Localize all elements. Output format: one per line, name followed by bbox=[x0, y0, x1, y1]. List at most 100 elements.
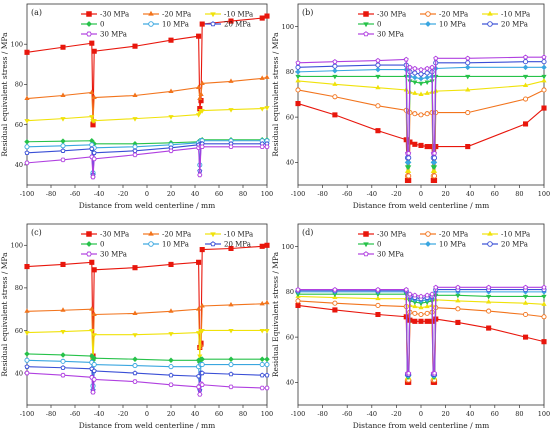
data-point bbox=[228, 356, 234, 362]
data-point bbox=[259, 362, 265, 368]
legend: -30 MPa -20 MPa -10 MPa 0 10 MPa 20 MPa 30 MPa bbox=[358, 11, 530, 39]
data-point bbox=[523, 284, 529, 290]
data-point bbox=[91, 377, 97, 382]
legend-label: 10 MPa bbox=[439, 241, 466, 249]
data-point bbox=[412, 111, 418, 117]
data-point bbox=[89, 89, 95, 94]
legend-marker bbox=[210, 232, 216, 238]
panel-label: (d) bbox=[302, 228, 313, 237]
data-point bbox=[523, 121, 529, 127]
series bbox=[24, 144, 270, 180]
data-point bbox=[295, 64, 301, 70]
legend-marker bbox=[148, 230, 154, 236]
data-point bbox=[132, 152, 138, 158]
y-tick-label: 40 bbox=[15, 369, 23, 377]
series-line bbox=[298, 75, 544, 168]
series bbox=[295, 74, 547, 170]
x-tick-label: 80 bbox=[239, 410, 247, 418]
data-point bbox=[60, 44, 66, 50]
legend-marker bbox=[363, 231, 369, 237]
data-point bbox=[89, 328, 95, 334]
x-tick-label: -40 bbox=[367, 410, 377, 418]
data-point bbox=[197, 95, 203, 101]
series-line bbox=[297, 89, 545, 177]
data-point bbox=[455, 297, 461, 303]
x-tick-label: 80 bbox=[515, 190, 523, 198]
data-point bbox=[228, 371, 234, 377]
data-point bbox=[418, 318, 424, 324]
legend-marker bbox=[425, 21, 431, 27]
series-line bbox=[26, 146, 267, 177]
data-point bbox=[24, 119, 30, 124]
legend-marker bbox=[148, 21, 154, 27]
x-tick-label: 40 bbox=[191, 410, 199, 418]
data-point bbox=[197, 392, 203, 397]
y-tick-label: 60 bbox=[286, 113, 294, 121]
legend-item: -30 MPa bbox=[81, 231, 129, 239]
data-point bbox=[465, 86, 471, 92]
data-point bbox=[412, 74, 418, 81]
data-point bbox=[90, 174, 96, 180]
series bbox=[24, 106, 270, 124]
legend-marker bbox=[86, 251, 92, 257]
data-point bbox=[91, 368, 97, 374]
data-point bbox=[332, 94, 338, 100]
legend-item: 20 MPa bbox=[482, 241, 528, 249]
data-point bbox=[168, 364, 174, 370]
data-point bbox=[433, 55, 439, 61]
series-line bbox=[297, 300, 545, 381]
data-point bbox=[406, 177, 412, 184]
series bbox=[295, 284, 547, 376]
data-point bbox=[24, 331, 30, 336]
legend-item: -20 MPa bbox=[420, 11, 468, 19]
data-point bbox=[522, 64, 529, 71]
data-point bbox=[132, 265, 138, 271]
series-line bbox=[297, 304, 545, 383]
data-point bbox=[424, 90, 430, 95]
y-axis-label: Residual equivalent stress / MPa bbox=[271, 32, 280, 157]
legend-label: -10 MPa bbox=[224, 231, 253, 239]
data-point bbox=[132, 379, 138, 384]
data-point bbox=[168, 382, 174, 388]
legend-label: 30 MPa bbox=[100, 251, 127, 259]
data-point bbox=[412, 90, 418, 95]
data-point bbox=[541, 294, 547, 300]
data-point bbox=[424, 318, 430, 324]
data-point bbox=[432, 370, 438, 376]
data-point bbox=[541, 339, 547, 345]
data-point bbox=[406, 155, 412, 161]
legend-label: 30 MPa bbox=[377, 31, 404, 39]
data-point bbox=[199, 362, 205, 368]
data-point bbox=[431, 177, 438, 184]
data-point bbox=[332, 300, 338, 306]
legend-item: 10 MPa bbox=[420, 241, 466, 249]
legend: -30 MPa -20 MPa -10 MPa 0 10 MPa 20 MPa 30 MPa bbox=[358, 231, 530, 259]
x-tick-label: 60 bbox=[491, 190, 499, 198]
data-point bbox=[60, 330, 66, 335]
data-point bbox=[89, 306, 95, 311]
data-point bbox=[91, 311, 97, 316]
y-tick-label: 100 bbox=[11, 242, 23, 250]
legend-label: 20 MPa bbox=[501, 241, 528, 249]
data-point bbox=[168, 308, 174, 313]
legend-label: -30 MPa bbox=[100, 231, 129, 239]
data-point bbox=[431, 173, 438, 179]
legend-marker bbox=[487, 241, 493, 247]
legend-label: -30 MPa bbox=[377, 231, 406, 239]
series bbox=[24, 328, 270, 364]
x-tick-label: -20 bbox=[118, 410, 128, 418]
data-point bbox=[424, 80, 430, 86]
data-point bbox=[60, 352, 66, 358]
data-point bbox=[60, 92, 66, 98]
series bbox=[24, 74, 270, 123]
x-tick-label: 0 bbox=[419, 190, 423, 198]
legend: -30 MPa -20 MPa -10 MPa 0 10 MPa 20 MPa 30 MPa bbox=[81, 11, 253, 39]
data-point bbox=[132, 370, 138, 376]
data-point bbox=[432, 150, 438, 156]
data-point bbox=[431, 155, 438, 161]
data-point bbox=[418, 142, 424, 148]
data-point bbox=[375, 302, 381, 308]
data-point bbox=[295, 60, 301, 65]
data-point bbox=[199, 80, 205, 85]
series-line bbox=[297, 295, 545, 379]
